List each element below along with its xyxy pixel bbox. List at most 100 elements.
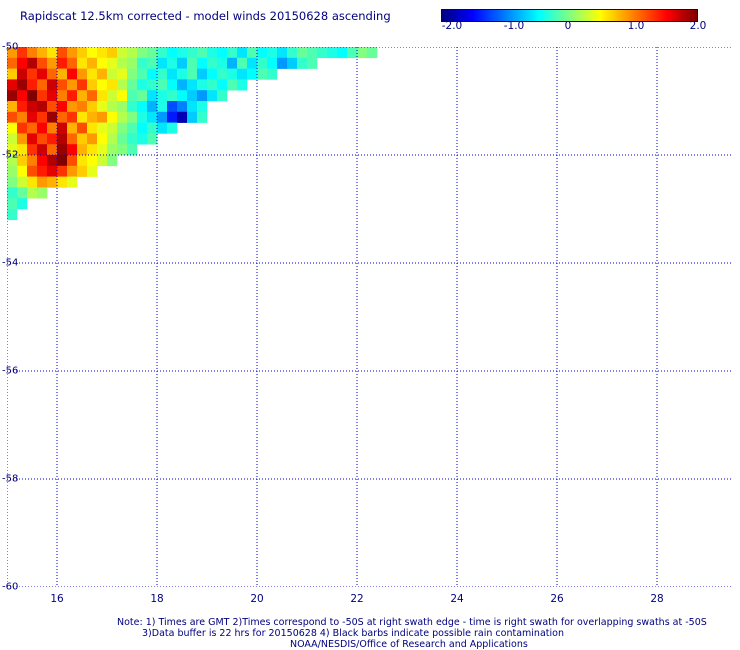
wind-difference-cell [207,79,218,91]
wind-difference-cell [27,101,38,113]
wind-difference-cell [137,68,148,80]
wind-difference-cell [147,68,158,80]
wind-difference-cell [177,47,188,59]
wind-difference-cell [37,144,48,156]
wind-difference-cell [87,47,98,59]
wind-difference-cell [147,133,158,145]
wind-difference-cell [97,111,108,123]
wind-difference-cell [17,144,28,156]
wind-difference-cell [37,57,48,69]
wind-difference-cell [187,79,198,91]
wind-difference-cell [67,57,78,69]
wind-difference-cell [27,111,38,123]
wind-difference-cell [127,133,138,145]
wind-difference-cell [97,101,108,113]
wind-difference-cell [67,101,78,113]
wind-difference-cell [267,47,278,59]
wind-difference-cell [107,68,118,80]
wind-difference-cell [147,90,158,102]
wind-difference-cell [187,47,198,59]
wind-difference-cell [197,79,208,91]
wind-difference-cell [167,101,178,113]
longitude-tick-label: 16 [50,593,64,605]
latitude-tick-label: -56 [2,365,19,377]
wind-difference-cell [167,90,178,102]
wind-difference-cell [167,111,178,123]
wind-difference-cell [177,90,188,102]
wind-difference-cell [167,79,178,91]
wind-difference-cell [247,68,258,80]
wind-difference-cell [97,90,108,102]
wind-difference-cell [117,79,128,91]
wind-difference-cell [177,79,188,91]
lat-lon-grid [7,47,732,587]
wind-difference-cell [27,165,38,177]
wind-difference-cell [27,176,38,188]
wind-difference-cell [277,57,288,69]
wind-difference-cell [347,47,358,59]
wind-difference-cell [17,57,28,69]
wind-difference-cell [47,176,58,188]
wind-difference-cell [117,90,128,102]
wind-difference-cell [97,68,108,80]
wind-difference-cell [307,47,318,59]
colorbar-tick: 1.0 [627,20,645,32]
wind-difference-cell [107,101,118,113]
wind-difference-cell [57,111,68,123]
wind-difference-cell [67,155,78,167]
wind-difference-cell [97,155,108,167]
wind-difference-cell [267,68,278,80]
wind-difference-cell [77,79,88,91]
wind-difference-cell [107,79,118,91]
wind-difference-cell [77,47,88,59]
wind-difference-cell [147,111,158,123]
wind-difference-cell [127,57,138,69]
wind-difference-cell [57,122,68,134]
wind-difference-cell [147,101,158,113]
wind-difference-cell [67,79,78,91]
wind-difference-cell [87,144,98,156]
wind-difference-cell [7,122,18,134]
wind-difference-cell [97,47,108,59]
wind-difference-cell [127,79,138,91]
wind-difference-cell [187,57,198,69]
wind-difference-cell [297,57,308,69]
wind-difference-cell [7,90,18,102]
colorbar-tick: -2.0 [441,20,463,32]
wind-difference-cell [37,176,48,188]
wind-difference-cell [127,144,138,156]
wind-difference-cell [67,133,78,145]
longitude-tick-label: 28 [650,593,664,605]
longitude-tick-label: 24 [450,593,464,605]
wind-difference-cell [157,101,168,113]
wind-difference-cell [197,111,208,123]
wind-difference-cell [7,47,18,59]
wind-difference-cell [17,79,28,91]
wind-difference-cell [327,47,338,59]
wind-difference-cell [57,133,68,145]
wind-difference-cell [87,57,98,69]
wind-difference-cell [7,68,18,80]
wind-difference-cell [147,122,158,134]
wind-difference-cell [37,90,48,102]
wind-difference-cell [167,57,178,69]
wind-difference-cell [67,176,78,188]
wind-difference-cell [137,47,148,59]
wind-difference-cell [117,57,128,69]
wind-difference-cell [107,155,118,167]
wind-difference-cell [17,90,28,102]
wind-difference-cell [27,122,38,134]
wind-difference-cell [77,57,88,69]
wind-difference-cell [97,57,108,69]
wind-difference-cell [47,101,58,113]
wind-difference-cell [67,165,78,177]
wind-difference-cell [197,101,208,113]
wind-difference-cell [177,68,188,80]
longitude-tick-label: 20 [250,593,264,605]
wind-difference-cell [7,144,18,156]
wind-difference-cell [117,133,128,145]
wind-difference-cell [107,57,118,69]
wind-difference-cell [77,155,88,167]
wind-difference-cell [17,122,28,134]
wind-difference-cell [77,122,88,134]
